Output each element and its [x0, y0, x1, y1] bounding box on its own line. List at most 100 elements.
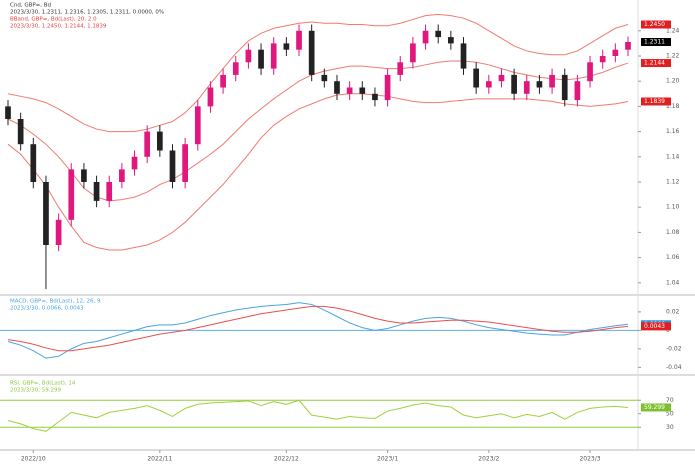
y-tick-label: 1.24 [666, 27, 680, 34]
y-tick-label: 1.18 [666, 103, 680, 110]
x-tick-label: 2023/1 [377, 456, 398, 463]
legend-text: MACD, GBP=, Bd(Last), 12, 26, 9 [10, 299, 101, 305]
legend-text: Cnd, GBP=, Bd [10, 3, 51, 9]
price-marker-label: 59.299 [644, 404, 665, 411]
y-tick-label: 1.06 [666, 254, 680, 261]
candle-body [17, 118, 24, 145]
candle-body [435, 30, 442, 38]
y-tick-label: 70 [666, 397, 674, 404]
candle-body [68, 169, 75, 220]
bollinger-band [7, 93, 629, 251]
candle-body [30, 144, 37, 182]
candle-body [5, 106, 11, 119]
price-marker [641, 403, 671, 412]
y-tick-label: 1.12 [666, 178, 680, 185]
price-marker [641, 97, 671, 106]
candle-body [372, 93, 378, 101]
candle-body [232, 62, 239, 75]
y-tick-label: 0.02 [666, 308, 680, 315]
candle-body [245, 49, 252, 63]
candle-body [194, 106, 201, 145]
candle-body [119, 169, 125, 182]
candle-body [359, 87, 366, 94]
candle-body [308, 30, 315, 75]
y-tick-label: 1.20 [666, 78, 680, 85]
candle-body [587, 62, 593, 82]
price-marker [641, 20, 671, 29]
x-tick-label: 2023/2 [478, 456, 499, 463]
candle-body [448, 37, 454, 44]
candle-body [561, 74, 568, 101]
candle-body [258, 49, 264, 69]
price-marker-label: 1.2450 [644, 21, 665, 28]
y-tick-label: -0.02 [666, 345, 682, 352]
x-tick-label: 2022/10 [21, 456, 46, 463]
candle-body [55, 219, 62, 245]
legend-text: 2023/3/30, 0.0066, 0.0043 [10, 306, 84, 312]
candle-body [498, 74, 505, 82]
y-tick-label: 1.16 [666, 128, 680, 135]
candle-body [599, 55, 606, 63]
indicator-line [7, 302, 629, 359]
candle-body [106, 181, 113, 201]
price-marker-label: 1.2144 [644, 60, 665, 67]
candle-body [270, 43, 277, 69]
indicator-line [7, 399, 629, 432]
candle-body [43, 181, 49, 245]
y-tick-label: 1.14 [666, 153, 680, 160]
price-marker [641, 322, 671, 331]
candle-body [625, 42, 631, 50]
price-marker-label: 1.2311 [644, 39, 665, 46]
candle-body [536, 81, 543, 88]
candle-body [485, 81, 492, 88]
candle-body [612, 49, 619, 56]
candle-body [169, 150, 176, 182]
y-tick-label: -0.04 [666, 364, 682, 371]
candle-body [207, 87, 214, 107]
x-tick-label: 2022/12 [274, 456, 299, 463]
legend-text: RSI, GBP=, Bd(Last), 14 [10, 381, 76, 387]
candle-body [93, 181, 100, 201]
price-marker [641, 59, 671, 68]
candle-body [422, 30, 429, 44]
y-tick-label: 50 [666, 410, 674, 417]
candle-body [473, 68, 480, 88]
y-tick-label: 1.08 [666, 229, 680, 236]
candle-body [384, 74, 391, 101]
y-tick-label: 30 [666, 424, 674, 431]
candle-body [81, 169, 87, 182]
legend-text: 2023/3/30, 1.2311, 1.2316, 1.2305, 1.231… [10, 10, 164, 16]
price-marker-label: 0.0043 [644, 323, 665, 330]
candle-body [511, 74, 517, 94]
legend-text: 2023/3/30, 59.299 [10, 388, 61, 394]
y-tick-label: 1.04 [666, 279, 680, 286]
y-tick-label: 1.10 [666, 204, 680, 211]
x-tick-label: 2023/3 [579, 456, 600, 463]
candle-body [296, 30, 302, 50]
y-tick-label: 1.22 [666, 52, 680, 59]
candle-body [346, 87, 353, 94]
candle-body [334, 81, 340, 94]
candle-body [549, 74, 555, 88]
candle-body [397, 62, 404, 75]
legend-text: 2023/3/30, 1.2450, 1.2144, 1.1839 [10, 24, 107, 30]
candle-body [574, 81, 581, 101]
candle-body [144, 131, 151, 157]
candle-body [523, 81, 530, 94]
candle-body [182, 144, 188, 182]
indicator-line [7, 305, 629, 352]
bollinger-band [7, 13, 629, 133]
candle-body [156, 131, 163, 151]
candle-body [460, 43, 467, 69]
price-marker-label: 1.1839 [644, 98, 665, 105]
candle-body [220, 74, 226, 88]
candle-body [410, 43, 416, 63]
candle-body [131, 156, 138, 170]
x-tick-label: 2022/11 [147, 456, 172, 463]
candle-body [321, 74, 328, 82]
price-marker [641, 38, 671, 47]
legend-text: BBand, GBP=, Bd(Last), 20, 2.0 [10, 17, 97, 23]
candle-body [283, 43, 290, 50]
